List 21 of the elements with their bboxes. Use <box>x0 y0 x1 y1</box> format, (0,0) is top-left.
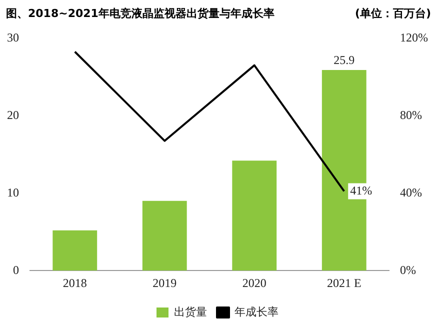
bar <box>52 230 98 271</box>
y-tick-label: 30 <box>7 30 19 44</box>
data-label: 25.9 <box>334 53 355 68</box>
x-tick-label: 2020 <box>242 276 266 290</box>
x-tick-label: 2018 <box>62 276 87 290</box>
y2-tick-label: 80% <box>400 108 422 122</box>
y-tick-label: 10 <box>7 185 19 200</box>
y-tick-label: 20 <box>7 108 19 122</box>
x-tick-label: 2021 E <box>326 276 362 290</box>
chart-subtitle: (单位：百万台) <box>354 6 431 22</box>
bar <box>232 160 277 271</box>
y-tick-label: 0 <box>13 262 19 277</box>
y2-tick-label: 40% <box>400 185 422 200</box>
y2-tick-label: 120% <box>400 30 428 44</box>
chart-title: 图、2018~2021年电竞液晶监视器出货量与年成长率 <box>6 6 274 22</box>
y2-tick-label: 0% <box>400 262 416 277</box>
x-tick-label: 2019 <box>152 276 177 290</box>
legend-label: 年成长率 <box>234 305 278 318</box>
data-label: 41% <box>350 183 372 198</box>
bar <box>142 200 187 271</box>
legend-label: 出货量 <box>174 305 207 318</box>
